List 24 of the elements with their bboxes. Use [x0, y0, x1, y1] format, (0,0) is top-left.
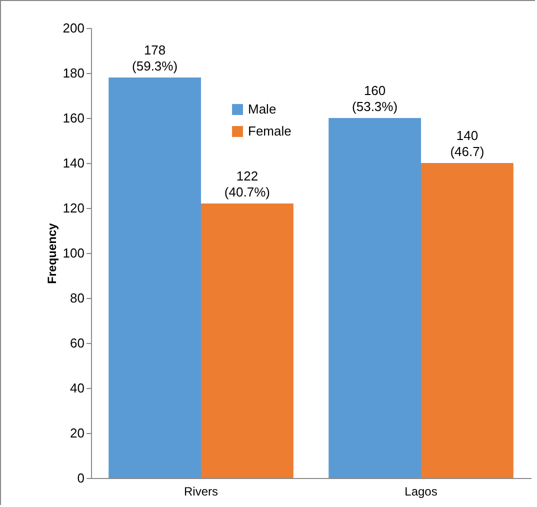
data-label: 160 (53.3%): [352, 83, 398, 114]
bar: [108, 78, 201, 478]
data-label: 178 (59.3%): [132, 42, 178, 74]
y-tick-label: 80: [70, 290, 84, 306]
legend-label: Male: [248, 102, 276, 116]
y-tick-label: 20: [70, 426, 84, 440]
y-tick-label: 100: [62, 246, 84, 260]
data-label: 122 (40.7%): [224, 168, 270, 200]
y-tick-label: 120: [62, 200, 84, 216]
bar: [201, 204, 294, 478]
y-tick-label: 0: [77, 470, 84, 486]
y-tick-label: 60: [70, 336, 84, 350]
y-tick-label: 40: [70, 380, 84, 396]
y-axis-title: Frequency: [44, 222, 59, 284]
legend-label: Female: [248, 124, 292, 138]
data-label: 140 (46.7): [450, 128, 484, 159]
y-tick-label: 140: [62, 156, 84, 170]
y-tick-label: 200: [62, 20, 84, 36]
bar: [328, 118, 421, 478]
y-tick-label: 180: [62, 66, 84, 80]
x-tick-label: Rivers: [184, 484, 218, 498]
x-tick-label: Lagos: [404, 484, 438, 498]
y-tick-label: 160: [62, 110, 84, 126]
bar: [421, 163, 514, 478]
